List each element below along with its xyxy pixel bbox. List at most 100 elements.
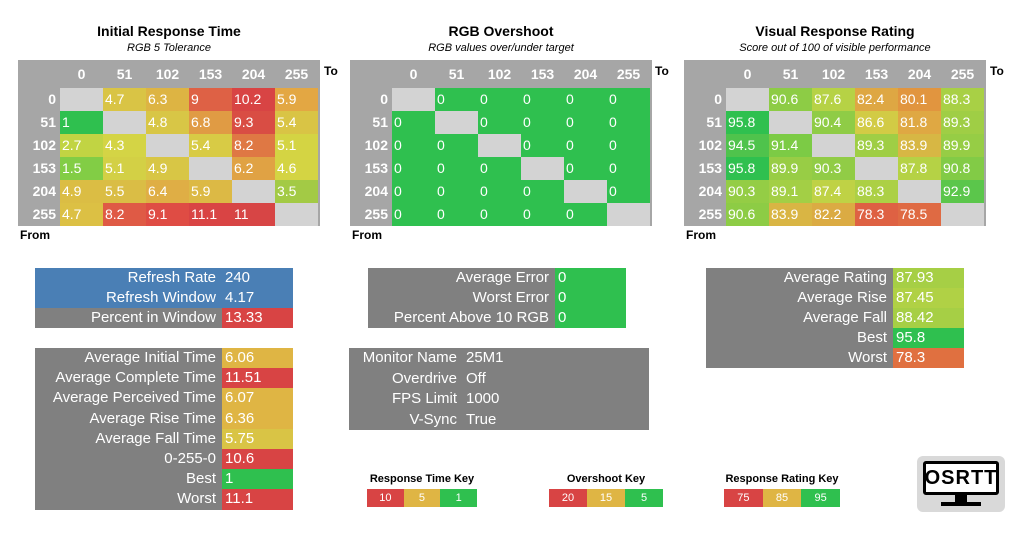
column-header-102: 102 xyxy=(821,66,846,82)
heatmap-cell xyxy=(146,134,189,157)
heatmap-cell: 4.7 xyxy=(60,203,103,226)
heatmap-1-to-label: To xyxy=(324,64,338,78)
response-time-key-title: Response Time Key xyxy=(369,473,475,485)
heatmap-cell: 87.4 xyxy=(812,180,855,203)
heatmap-cell: 0 xyxy=(564,88,607,111)
heatmap-cell: 4.9 xyxy=(60,180,103,203)
heatmap-cell xyxy=(564,180,607,203)
heatmap-2-from-label: From xyxy=(352,228,382,242)
heatmap-cell: 0 xyxy=(478,180,521,203)
heatmap-3-subtitle: Score out of 100 of visible performance xyxy=(739,42,931,54)
column-header-0: 0 xyxy=(743,66,752,82)
overshoot-key: 20 15 5 xyxy=(549,489,663,507)
heatmap-cell: 94.5 xyxy=(726,134,769,157)
heatmap-cell: 5.1 xyxy=(103,157,146,180)
visual-response-heatmap: 0 51 102 153 204 255 0 90.6 87.6 82.4 80.1 88.3 51 95… xyxy=(684,60,986,226)
heatmap-cell: 0 xyxy=(564,111,607,134)
heatmap-cell: 0 xyxy=(564,157,607,180)
errors-value: 0 xyxy=(555,268,626,288)
heatmap-cell: 0 xyxy=(521,88,564,111)
refresh-value: 4.17 xyxy=(222,288,293,308)
heatmap-cell: 95.8 xyxy=(726,111,769,134)
heatmap-cell: 87.6 xyxy=(812,88,855,111)
heatmap-cell: 4.6 xyxy=(275,157,318,180)
rgb-overshoot-heatmap: 0 51 102 153 204 255 0 0 0 0 0 0 51 0 0 0 0 0 102 0 0 0 0 0 153 0… xyxy=(350,60,652,226)
ratings-label: Average Rise xyxy=(797,289,887,306)
column-header-204: 204 xyxy=(241,66,266,82)
key-swatch: 10 xyxy=(367,489,404,507)
overshoot-stats-panel: Average Error 0 Worst Error 0 Percent Above … xyxy=(368,268,626,328)
heatmap-cell: 8.2 xyxy=(103,203,146,226)
heatmap-cell: 0 xyxy=(478,157,521,180)
key-swatch: 20 xyxy=(549,489,587,507)
heatmap-cell: 0 xyxy=(478,111,521,134)
ratings-value: 78.3 xyxy=(893,348,964,368)
times-value: 11.51 xyxy=(222,368,293,389)
heatmap-cell: 78.5 xyxy=(898,203,941,226)
monitor-label: Monitor Name xyxy=(362,349,457,366)
heatmap-cell: 6.2 xyxy=(232,157,275,180)
column-header-204: 204 xyxy=(907,66,932,82)
heatmap-cell: 0 xyxy=(521,134,564,157)
heatmap-cell: 9.1 xyxy=(146,203,189,226)
ratings-label: Worst xyxy=(848,349,887,366)
initial-response-heatmap: 0 51 102 153 204 255 0 4.7 6.3 9 10.2 5.9 51 1 4.8 6.8 9… xyxy=(18,60,320,226)
heatmap-cell xyxy=(392,88,435,111)
refresh-value: 13.33 xyxy=(222,308,293,328)
logo-stand xyxy=(955,495,967,503)
times-label: Average Perceived Time xyxy=(52,389,216,407)
times-value: 10.6 xyxy=(222,449,293,470)
row-header-204: 204 xyxy=(364,183,388,199)
column-header-255: 255 xyxy=(284,66,309,82)
heatmap-cell: 86.6 xyxy=(855,111,898,134)
heatmap-cell: 10.2 xyxy=(232,88,275,111)
row-header-102: 102 xyxy=(32,137,56,153)
heatmap-cell: 4.8 xyxy=(146,111,189,134)
times-label: Average Initial Time xyxy=(84,349,216,366)
heatmap-cell xyxy=(521,157,564,180)
heatmap-cell: 90.3 xyxy=(812,157,855,180)
column-header-51: 51 xyxy=(116,66,133,82)
heatmap-cell: 82.2 xyxy=(812,203,855,226)
heatmap-cell: 87.8 xyxy=(898,157,941,180)
heatmap-cell: 95.8 xyxy=(726,157,769,180)
row-header-102: 102 xyxy=(364,137,388,153)
heatmap-cell: 83.9 xyxy=(898,134,941,157)
heatmap-3-to-label: To xyxy=(990,64,1004,78)
heatmap-cell: 11.1 xyxy=(189,203,232,226)
row-header-255: 255 xyxy=(698,206,722,222)
heatmap-cell: 0 xyxy=(478,203,521,226)
times-label: Best xyxy=(185,470,216,488)
heatmap-cell: 89.9 xyxy=(769,157,812,180)
ratings-value: 87.93 xyxy=(893,268,964,288)
column-header-153: 153 xyxy=(530,66,555,82)
column-header-0: 0 xyxy=(77,66,86,82)
key-swatch: 75 xyxy=(724,489,763,507)
errors-value: 0 xyxy=(555,288,626,308)
heatmap-cell: 4.3 xyxy=(103,134,146,157)
heatmap-cell: 90.3 xyxy=(726,180,769,203)
column-header-51: 51 xyxy=(448,66,465,82)
monitor-label: V-Sync xyxy=(409,410,457,428)
column-header-204: 204 xyxy=(573,66,598,82)
heatmap-cell: 5.1 xyxy=(275,134,318,157)
heatmap-cell: 83.9 xyxy=(769,203,812,226)
heatmap-3-from-label: From xyxy=(686,228,716,242)
osrtt-logo: OSRTT xyxy=(917,456,1005,512)
monitor-label: Overdrive xyxy=(391,369,457,387)
heatmap-cell: 5.9 xyxy=(275,88,318,111)
monitor-value: 1000 xyxy=(466,390,500,407)
heatmap-1-subtitle: RGB 5 Tolerance xyxy=(127,42,211,54)
heatmap-cell: 0 xyxy=(392,134,435,157)
heatmap-2-title: RGB Overshoot xyxy=(448,23,554,39)
heatmap-cell: 89.1 xyxy=(769,180,812,203)
heatmap-cell: 5.4 xyxy=(275,111,318,134)
rating-stats-panel: Average Rating 87.93 Average Rise 87.45 Aver… xyxy=(706,268,964,368)
heatmap-cell: 89.3 xyxy=(941,111,984,134)
heatmap-cell xyxy=(812,134,855,157)
heatmap-cell: 5.4 xyxy=(189,134,232,157)
heatmap-cell: 0 xyxy=(607,157,650,180)
errors-label: Percent Above 10 RGB xyxy=(393,309,549,326)
errors-label: Worst Error xyxy=(472,289,549,306)
times-label: Average Rise Time xyxy=(89,409,216,427)
